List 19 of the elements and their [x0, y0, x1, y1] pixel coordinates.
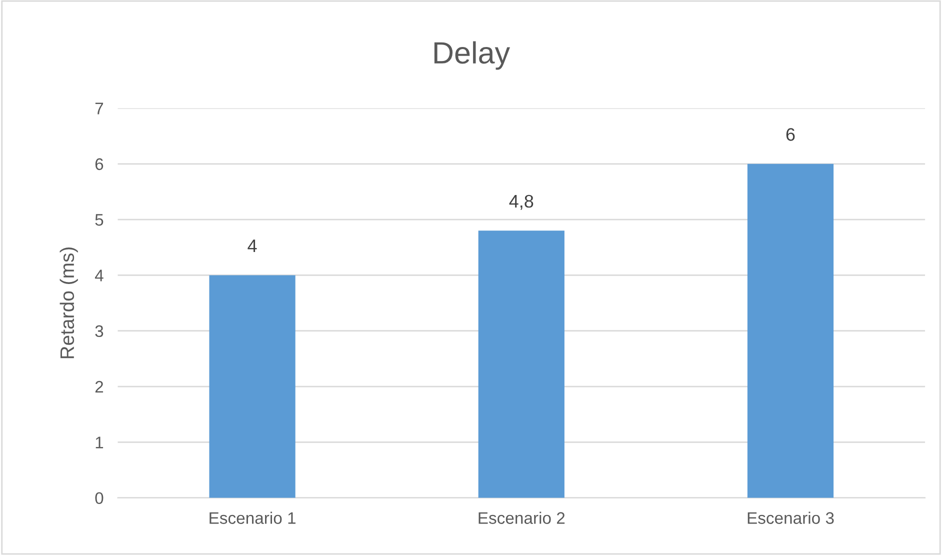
- data-label: 6: [786, 128, 795, 141]
- y-tick-label: 1: [96, 436, 104, 448]
- bar: [478, 230, 564, 498]
- x-tick-label: Escenario 1: [210, 512, 296, 524]
- y-tick-label: 6: [95, 158, 104, 170]
- data-label: 4,8: [509, 194, 534, 210]
- bar: [747, 164, 834, 498]
- y-tick-label: 3: [95, 325, 104, 338]
- bar: [209, 275, 296, 498]
- y-axis-title: Retardo (ms): [60, 248, 78, 358]
- y-tick-label: 4: [94, 270, 104, 282]
- y-tick-label: 7: [95, 102, 104, 114]
- x-tick-label: Escenario 3: [748, 512, 834, 524]
- data-label: 4: [248, 240, 257, 252]
- y-tick-label: 0: [95, 492, 104, 504]
- chart-title: Delay: [434, 41, 510, 70]
- x-tick-label: Escenario 2: [478, 512, 565, 524]
- y-tick-label: 5: [95, 214, 104, 226]
- y-tick-label: 2: [95, 380, 104, 393]
